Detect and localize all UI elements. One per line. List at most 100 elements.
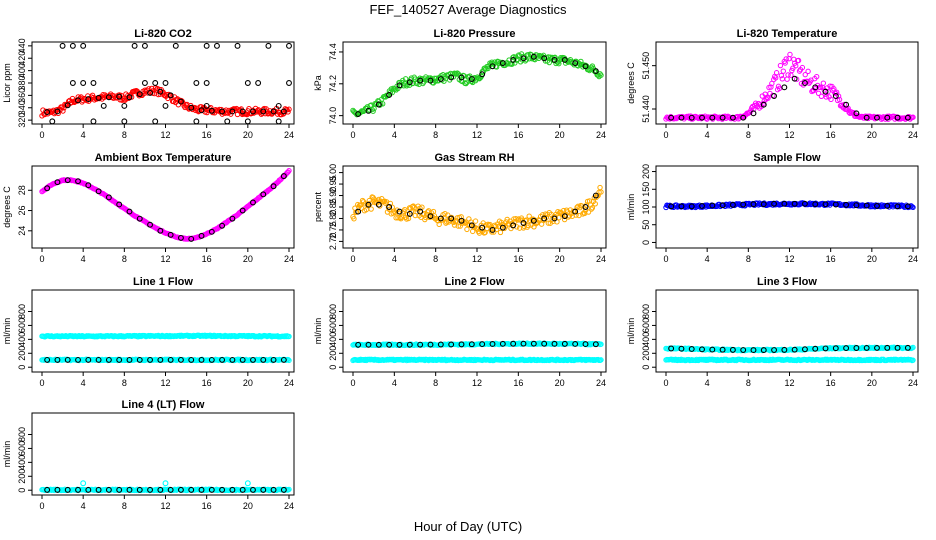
- data-point: [499, 340, 506, 347]
- data-point: [750, 347, 757, 354]
- data-point: [579, 203, 585, 209]
- data-point: [100, 102, 107, 109]
- data-point: [355, 111, 362, 117]
- data-point: [396, 341, 403, 348]
- data-point: [530, 53, 537, 60]
- x-tick-label: 24: [596, 254, 606, 264]
- x-tick-label: 24: [908, 130, 918, 140]
- data-point: [541, 55, 548, 62]
- data-point: [479, 71, 486, 78]
- y-tick-label: 600: [328, 318, 338, 333]
- data-point: [910, 204, 916, 211]
- data-point: [750, 201, 757, 208]
- data-point: [489, 226, 496, 233]
- data-point: [709, 346, 716, 353]
- data-point: [780, 68, 787, 74]
- data-point: [121, 102, 128, 109]
- data-point: [188, 356, 195, 363]
- data-point: [904, 114, 911, 121]
- data-point: [678, 345, 685, 352]
- data-point: [815, 90, 822, 96]
- x-tick-label: 20: [243, 378, 253, 388]
- data-point: [116, 356, 123, 363]
- y-tick-label: 24: [17, 226, 27, 236]
- x-tick-label: 20: [555, 378, 565, 388]
- panel-title: Line 2 Flow: [445, 276, 505, 288]
- panel-title: Li-820 CO2: [134, 28, 191, 40]
- data-point: [585, 209, 592, 215]
- data-point: [520, 340, 527, 347]
- data-point: [771, 347, 778, 353]
- data-point: [884, 114, 891, 121]
- x-tick-label: 4: [81, 378, 86, 388]
- data-point: [468, 76, 475, 82]
- data-point: [561, 340, 568, 347]
- data-point: [572, 208, 579, 215]
- data-point: [406, 341, 413, 348]
- data-point: [458, 217, 465, 224]
- data-point: [812, 201, 819, 208]
- y-tick-label: 74.2: [328, 75, 338, 93]
- data-point: [853, 345, 860, 351]
- panel-title: Gas Stream RH: [434, 152, 514, 164]
- x-tick-label: 0: [663, 130, 668, 140]
- data-point: [90, 80, 97, 86]
- data-point: [365, 341, 372, 348]
- data-point: [863, 114, 870, 121]
- panel-title: Line 1 Flow: [133, 276, 193, 288]
- data-point: [208, 228, 215, 235]
- data-point: [90, 118, 97, 124]
- panel-title: Li-820 Pressure: [434, 28, 516, 40]
- data-point: [511, 54, 517, 60]
- data-point: [787, 51, 793, 58]
- data-point: [874, 344, 880, 351]
- data-point: [250, 356, 256, 363]
- data-point: [678, 114, 685, 121]
- x-tick-label: 8: [746, 130, 751, 140]
- x-tick-label: 24: [908, 378, 918, 388]
- data-point: [688, 346, 695, 352]
- data-point: [853, 110, 860, 117]
- y-axis-label: degrees C: [2, 186, 12, 228]
- x-tick-label: 4: [392, 254, 397, 264]
- data-point: [572, 341, 579, 347]
- data-point: [75, 356, 81, 363]
- data-point: [250, 486, 256, 493]
- data-point: [69, 42, 76, 49]
- data-point: [265, 42, 272, 49]
- data-point: [795, 57, 802, 64]
- data-point: [126, 94, 133, 101]
- data-point: [573, 212, 579, 218]
- data-point: [598, 189, 604, 195]
- data-point: [270, 183, 277, 190]
- data-point: [219, 486, 226, 493]
- data-point: [817, 84, 824, 90]
- data-point: [822, 201, 829, 208]
- data-point: [515, 52, 522, 58]
- data-point: [136, 356, 143, 363]
- data-point: [203, 80, 210, 86]
- data-point: [219, 356, 226, 363]
- data-point: [836, 96, 843, 103]
- y-tick-label: 800: [641, 304, 651, 319]
- data-point: [417, 208, 424, 215]
- data-point: [874, 202, 880, 209]
- x-tick-label: 16: [202, 254, 212, 264]
- y-tick-label: 2.85: [328, 198, 338, 216]
- x-tick-label: 16: [202, 378, 212, 388]
- data-point: [812, 345, 819, 352]
- data-point: [669, 356, 675, 363]
- series-average: [44, 356, 287, 363]
- data-point: [260, 356, 267, 363]
- data-point: [740, 114, 747, 121]
- y-tick-label: 74.0: [328, 107, 338, 125]
- data-point: [203, 42, 210, 49]
- data-point: [396, 208, 403, 215]
- data-point: [713, 357, 720, 364]
- data-point: [699, 202, 705, 209]
- data-point: [884, 344, 891, 351]
- data-point: [799, 64, 806, 71]
- data-point: [116, 93, 123, 100]
- data-point: [458, 74, 465, 81]
